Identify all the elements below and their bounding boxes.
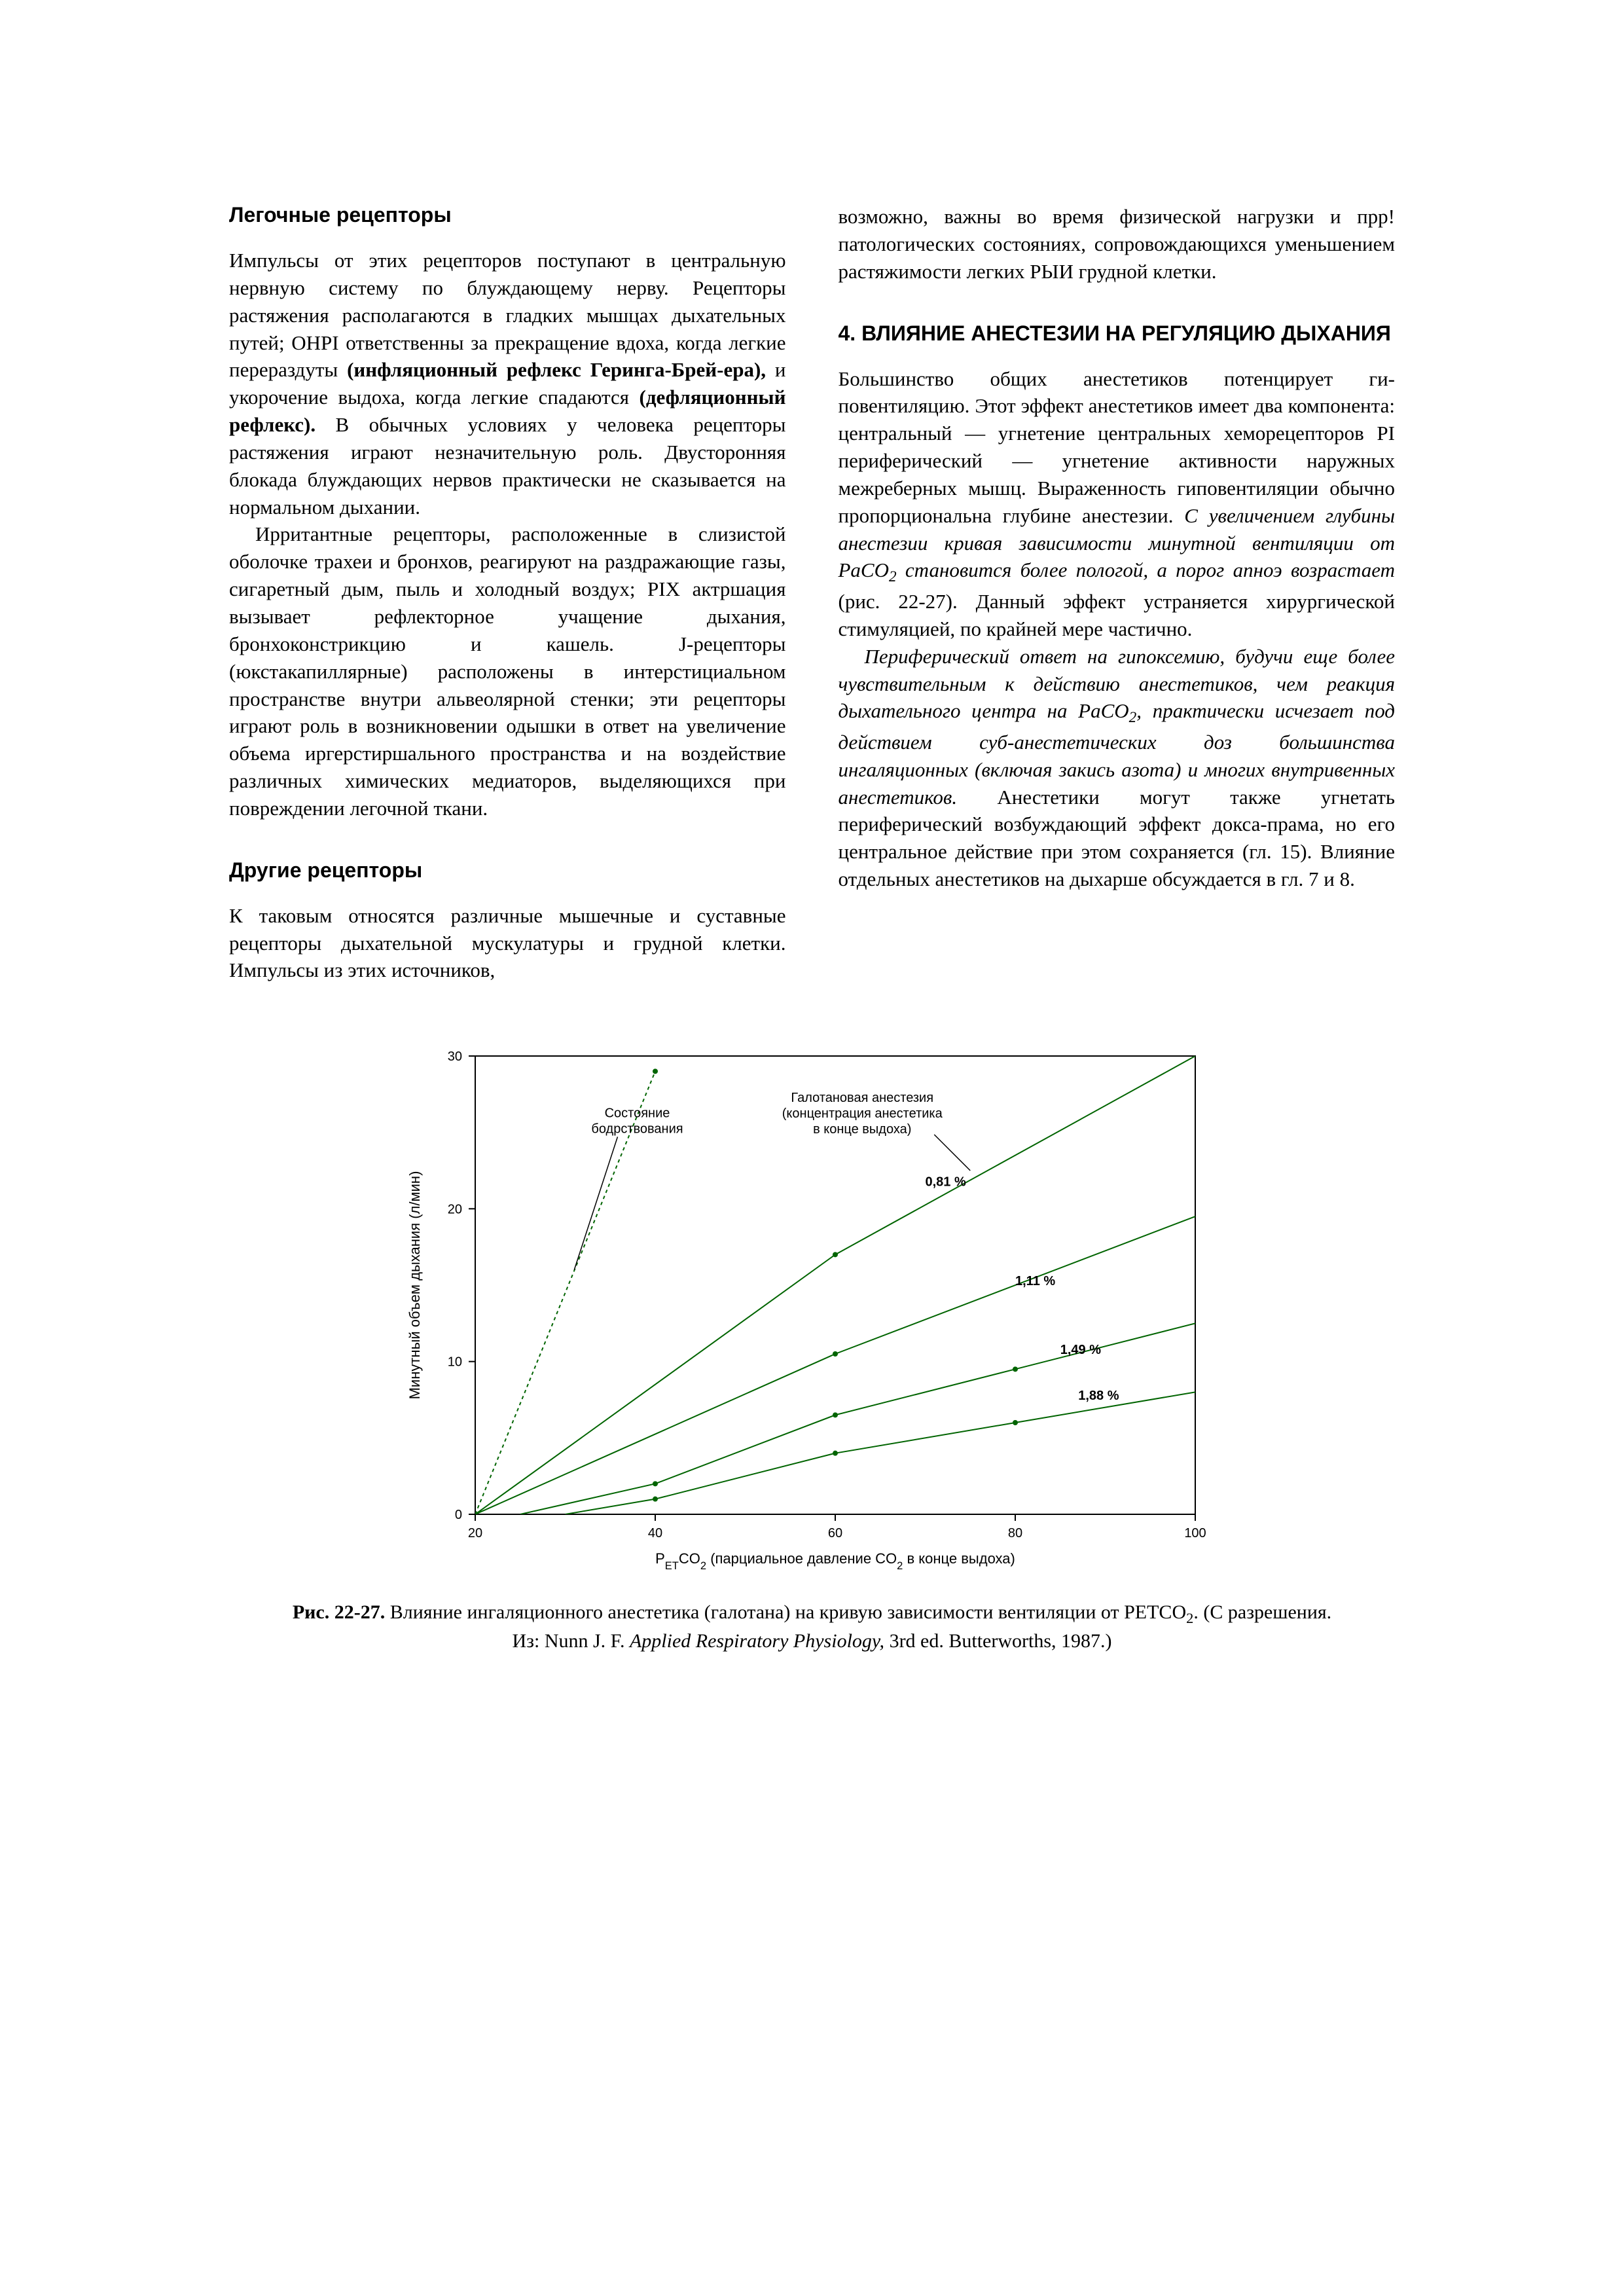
para-right-3: Периферический ответ на гипоксемию, буду…: [839, 643, 1396, 893]
figure-caption: Рис. 22-27. Влияние ингаляционного анест…: [229, 1599, 1395, 1653]
two-column-layout: Легочные рецепторы Импульсы от этих реце…: [229, 203, 1395, 984]
right-column: возможно, важны во время физической нагр…: [839, 203, 1396, 984]
svg-text:PETCO2 (парциальное давление C: PETCO2 (парциальное давление CO2 в конце…: [655, 1550, 1015, 1572]
svg-text:бодрствования: бодрствования: [591, 1122, 683, 1137]
svg-text:30: 30: [447, 1049, 461, 1064]
svg-text:1,11 %: 1,11 %: [1015, 1274, 1055, 1288]
svg-text:Минутный объем дыхания (л/мин): Минутный объем дыхания (л/мин): [406, 1171, 423, 1400]
svg-text:1,88 %: 1,88 %: [1078, 1389, 1119, 1403]
svg-text:60: 60: [827, 1526, 842, 1540]
para-pulmonary-1: Импульсы от этих рецепторов поступают в …: [229, 247, 786, 520]
svg-text:0,81 %: 0,81 %: [925, 1175, 965, 1190]
para-right-2: Большинство общих анестетиков потенцируе…: [839, 365, 1396, 643]
svg-text:0: 0: [454, 1508, 461, 1522]
svg-text:Состояние: Состояние: [604, 1106, 670, 1121]
para-right-1: возможно, важны во время физической нагр…: [839, 203, 1396, 285]
figure-22-27: 20 40 60 80 100 0 10 20 30 Минутный объем дыхания…: [229, 1036, 1395, 1653]
svg-text:(концентрация анестетика: (концентрация анестетика: [782, 1106, 943, 1121]
svg-text:20: 20: [467, 1526, 482, 1540]
svg-text:Галотановая анестезия: Галотановая анестезия: [791, 1091, 933, 1105]
svg-text:1,49 %: 1,49 %: [1060, 1343, 1100, 1357]
svg-text:в конце выдоха): в конце выдоха): [813, 1122, 911, 1137]
para-other-receptors: К таковым относятся различные мышечные и…: [229, 902, 786, 985]
svg-text:40: 40: [647, 1526, 662, 1540]
chart-svg: 20 40 60 80 100 0 10 20 30 Минутный объем дыхания…: [390, 1036, 1235, 1580]
svg-text:10: 10: [447, 1355, 461, 1370]
left-column: Легочные рецепторы Импульсы от этих реце…: [229, 203, 786, 984]
svg-text:100: 100: [1184, 1526, 1206, 1540]
svg-text:80: 80: [1007, 1526, 1022, 1540]
heading-anesthesia-effect: 4. ВЛИЯНИЕ АНЕСТЕЗИИ НА РЕГУЛЯЦИЮ ДЫХАНИ…: [839, 321, 1396, 346]
para-pulmonary-2: Ирритантные рецепторы, расположенные в с…: [229, 520, 786, 822]
svg-text:20: 20: [447, 1203, 461, 1217]
heading-other-receptors: Другие рецепторы: [229, 858, 786, 883]
page-root: Легочные рецепторы Импульсы от этих реце…: [229, 203, 1395, 1654]
heading-pulmonary-receptors: Легочные рецепторы: [229, 203, 786, 227]
